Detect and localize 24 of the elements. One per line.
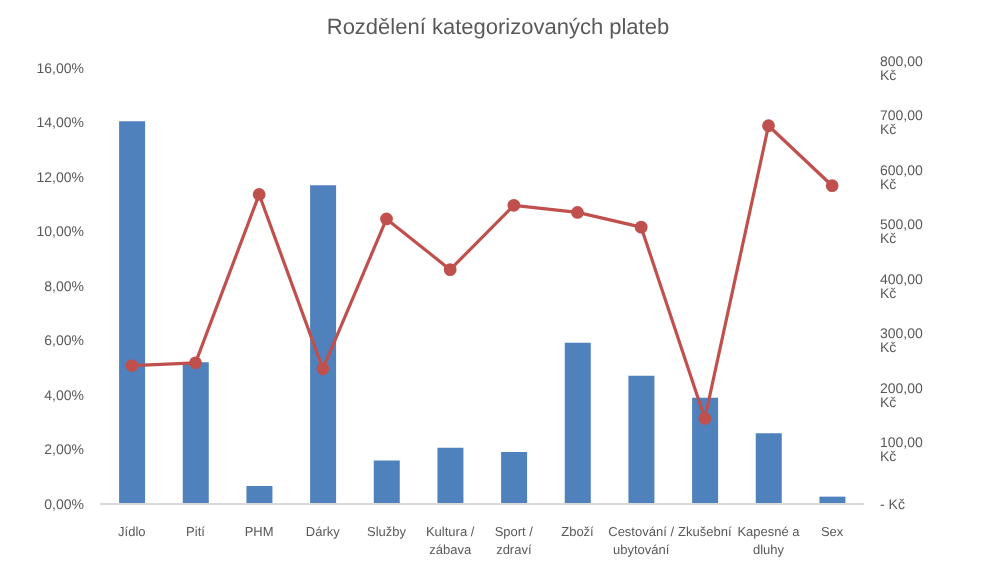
- point: [571, 206, 584, 219]
- bar: [182, 362, 209, 504]
- chart-title: Rozdělení kategorizovaných plateb: [324, 16, 672, 44]
- bar: [755, 433, 782, 504]
- bar: [310, 185, 337, 504]
- bar: [501, 451, 528, 504]
- bar: [246, 486, 273, 504]
- bar: [628, 375, 655, 504]
- bar: [564, 342, 591, 504]
- point: [380, 212, 393, 226]
- bar: [437, 447, 464, 504]
- point: [443, 263, 457, 277]
- bar: [119, 121, 146, 504]
- point: [507, 198, 521, 212]
- bar: [692, 397, 719, 504]
- point: [698, 412, 712, 425]
- point: [762, 119, 775, 133]
- bar: [373, 460, 400, 504]
- point: [125, 359, 139, 372]
- point: [252, 188, 266, 201]
- point: [189, 356, 202, 370]
- point: [634, 220, 648, 234]
- point: [825, 179, 839, 193]
- point: [316, 362, 330, 376]
